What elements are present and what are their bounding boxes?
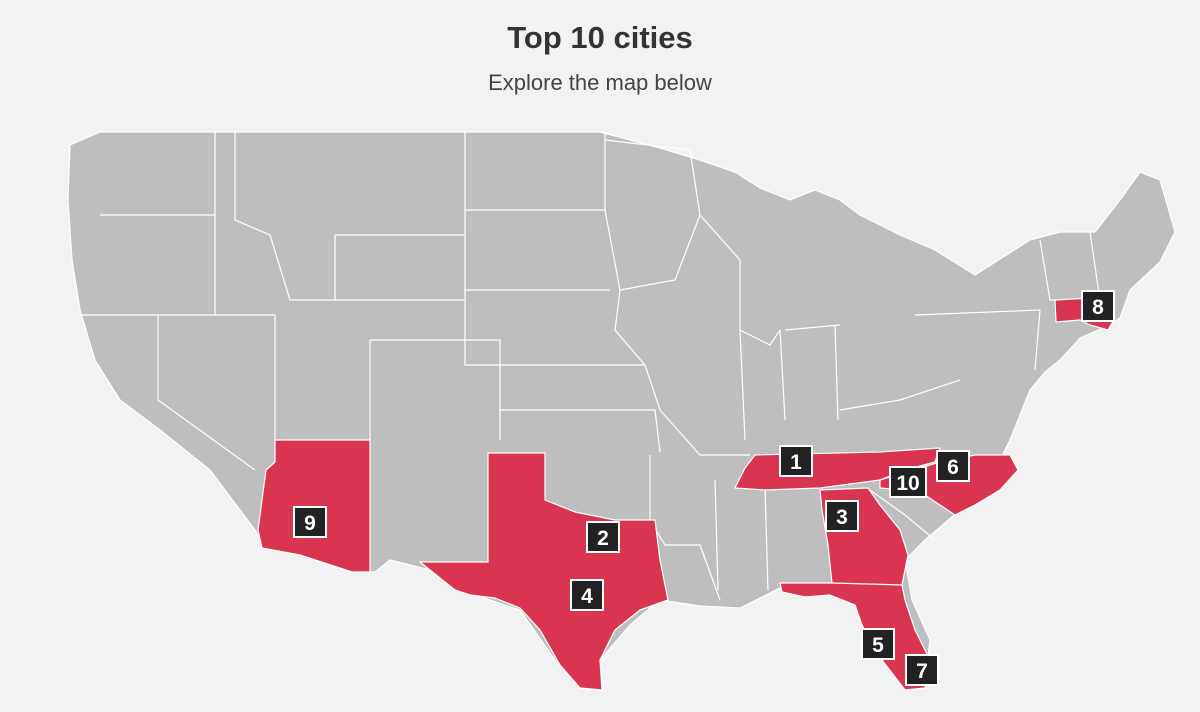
marker-4[interactable]: 4 bbox=[570, 579, 604, 611]
marker-3-label: 3 bbox=[836, 506, 848, 529]
page-title: Top 10 cities bbox=[507, 20, 693, 55]
marker-8[interactable]: 8 bbox=[1081, 290, 1115, 322]
marker-1[interactable]: 1 bbox=[779, 445, 813, 477]
marker-2[interactable]: 2 bbox=[586, 521, 620, 553]
marker-6[interactable]: 6 bbox=[936, 450, 970, 482]
marker-7-label: 7 bbox=[916, 660, 928, 683]
marker-9[interactable]: 9 bbox=[293, 506, 327, 538]
marker-4-label: 4 bbox=[581, 585, 593, 608]
marker-5[interactable]: 5 bbox=[861, 628, 895, 660]
marker-5-label: 5 bbox=[872, 634, 884, 657]
marker-7[interactable]: 7 bbox=[905, 654, 939, 686]
page-subtitle: Explore the map below bbox=[488, 70, 712, 95]
state-borders bbox=[80, 132, 1101, 601]
marker-1-label: 1 bbox=[790, 451, 802, 474]
marker-10-label: 10 bbox=[896, 472, 919, 495]
state-texas[interactable] bbox=[419, 452, 669, 691]
marker-8-label: 8 bbox=[1092, 296, 1104, 319]
marker-9-label: 9 bbox=[304, 512, 316, 535]
marker-6-label: 6 bbox=[947, 456, 959, 479]
header: Top 10 cities Explore the map below bbox=[0, 0, 1200, 96]
marker-10[interactable]: 10 bbox=[889, 466, 927, 498]
marker-2-label: 2 bbox=[597, 527, 609, 550]
state-florida[interactable] bbox=[779, 582, 931, 691]
marker-3[interactable]: 3 bbox=[825, 500, 859, 532]
